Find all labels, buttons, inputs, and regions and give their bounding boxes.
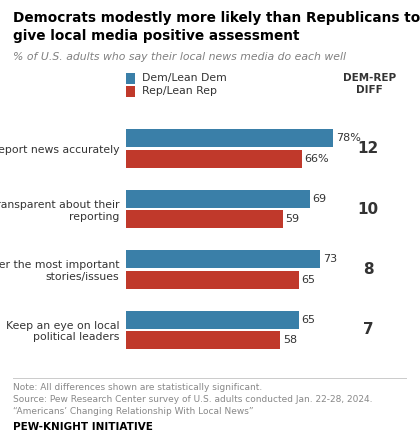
Text: Rep/Lean Rep: Rep/Lean Rep (142, 86, 217, 96)
Text: 59: 59 (286, 214, 300, 224)
Text: 78%: 78% (336, 133, 361, 144)
Bar (126, 210, 283, 228)
Bar (126, 250, 320, 268)
Text: 7: 7 (363, 323, 373, 337)
Text: % of U.S. adults who say their local news media do each well: % of U.S. adults who say their local new… (13, 52, 346, 62)
Bar (126, 150, 302, 168)
Text: DEM-REP
DIFF: DEM-REP DIFF (343, 73, 396, 96)
Text: 12: 12 (357, 141, 379, 156)
Text: 69: 69 (312, 194, 326, 204)
Text: 58: 58 (283, 335, 297, 345)
Text: Democrats modestly more likely than Republicans to: Democrats modestly more likely than Repu… (13, 11, 420, 25)
Text: 65: 65 (302, 275, 315, 285)
Text: give local media positive assessment: give local media positive assessment (13, 29, 299, 43)
Bar (126, 311, 299, 329)
Bar (126, 271, 299, 289)
Text: Source: Pew Research Center survey of U.S. adults conducted Jan. 22-28, 2024.: Source: Pew Research Center survey of U.… (13, 395, 372, 404)
Text: 10: 10 (357, 202, 378, 217)
Text: 66%: 66% (304, 154, 329, 164)
Text: 73: 73 (323, 254, 337, 264)
Bar (126, 129, 333, 148)
Text: 65: 65 (302, 315, 315, 325)
Text: PEW-KNIGHT INITIATIVE: PEW-KNIGHT INITIATIVE (13, 422, 152, 432)
Text: 8: 8 (363, 262, 373, 277)
Text: Note: All differences shown are statistically significant.: Note: All differences shown are statisti… (13, 383, 262, 392)
Text: “Americans’ Changing Relationship With Local News”: “Americans’ Changing Relationship With L… (13, 407, 253, 416)
Bar (126, 190, 310, 208)
Text: Dem/Lean Dem: Dem/Lean Dem (142, 73, 226, 82)
Bar (126, 331, 280, 349)
